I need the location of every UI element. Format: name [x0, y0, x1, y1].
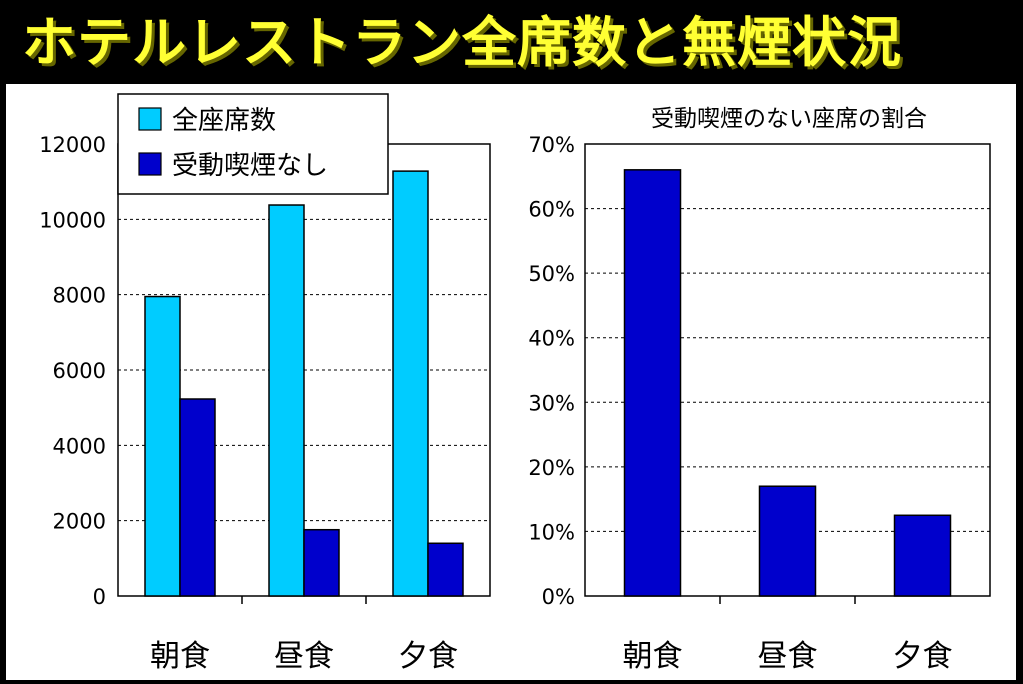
x-category-label: 朝食 [150, 639, 210, 674]
y-tick-label: 10000 [39, 208, 106, 232]
y-tick-label: 40% [528, 327, 575, 351]
legend-label-total-seats: 全座席数 [172, 106, 276, 136]
chart-panel: 0 2000 4000 6000 8000 10000 12000 朝食 昼食 夕食 全座席数 受動喫… [6, 84, 1016, 680]
y-tick-label: 20% [528, 456, 575, 480]
x-category-label: 朝食 [623, 639, 683, 674]
bar-no-passive-smoking-ratio [623, 169, 682, 597]
y-tick-label: 8000 [53, 284, 106, 308]
bar-no-passive-smoking [179, 398, 216, 597]
y-tick-label: 6000 [53, 359, 106, 383]
bar-no-passive-smoking-ratio [893, 514, 952, 597]
bar-no-passive-smoking [427, 542, 464, 597]
left-chart [117, 143, 491, 604]
bar-total-seats [144, 295, 181, 597]
y-tick-label: 10% [528, 520, 575, 544]
y-tick-label: 4000 [53, 434, 106, 458]
y-tick-label: 60% [528, 198, 575, 222]
y-tick-label: 0 [93, 585, 106, 609]
legend-box [117, 93, 389, 195]
slide-title: ホテルレストラン全席数と無煙状況 [22, 11, 902, 74]
y-tick-label: 0% [542, 585, 575, 609]
x-category-label: 昼食 [758, 639, 818, 674]
y-tick-label: 50% [528, 262, 575, 286]
right-chart [584, 143, 991, 604]
legend-swatch-no-passive-smoking [138, 152, 162, 176]
bar-no-passive-smoking [303, 528, 340, 597]
y-tick-label: 2000 [53, 510, 106, 534]
legend-swatch-total-seats [138, 107, 162, 131]
y-tick-label: 12000 [39, 133, 106, 157]
x-category-label: 夕食 [398, 639, 458, 674]
legend-label-no-passive-smoking: 受動喫煙なし [172, 151, 328, 181]
x-category-label: 夕食 [893, 639, 953, 674]
bar-no-passive-smoking-ratio [758, 485, 817, 597]
bar-total-seats [268, 204, 305, 597]
y-tick-label: 30% [528, 391, 575, 415]
bar-total-seats [392, 170, 429, 597]
right-chart-title: 受動喫煙のない座席の割合 [651, 106, 927, 132]
y-tick-label: 70% [528, 133, 575, 157]
x-category-label: 昼食 [274, 639, 334, 674]
